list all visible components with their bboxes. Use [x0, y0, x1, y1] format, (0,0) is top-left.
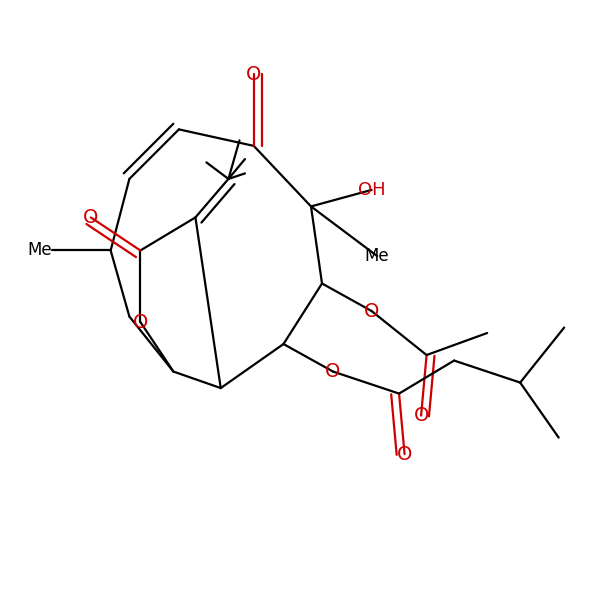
Text: O: O — [364, 302, 379, 320]
Text: O: O — [325, 362, 341, 381]
Text: OH: OH — [358, 181, 385, 199]
Text: Me: Me — [365, 247, 389, 265]
Text: O: O — [246, 65, 262, 84]
Text: Me: Me — [28, 241, 52, 259]
Text: O: O — [83, 208, 98, 227]
Text: O: O — [413, 406, 429, 425]
Text: O: O — [397, 445, 412, 464]
Text: O: O — [133, 313, 148, 332]
